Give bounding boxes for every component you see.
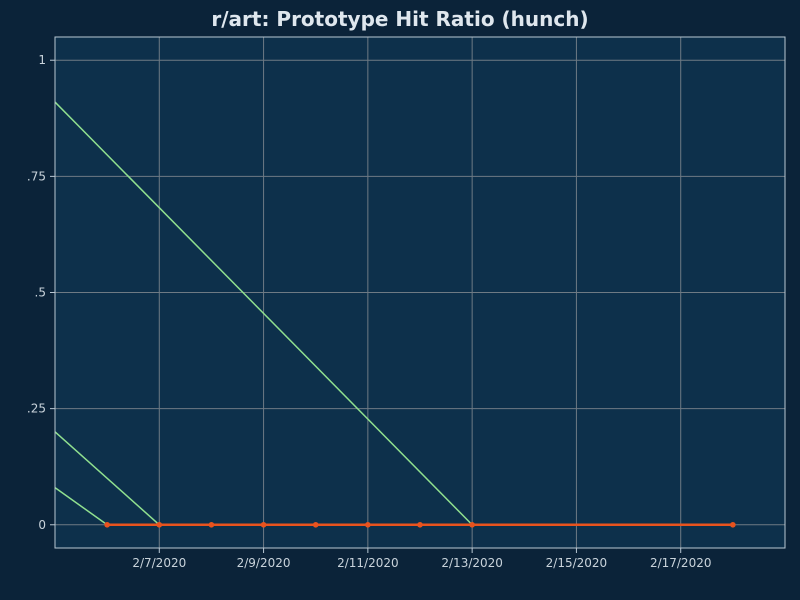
chart-title: r/art: Prototype Hit Ratio (hunch) — [211, 7, 588, 31]
trend-line — [54, 486, 108, 526]
x-tick-label: 2/9/2020 — [237, 556, 291, 570]
x-tick-label: 2/7/2020 — [132, 556, 186, 570]
data-point — [104, 521, 110, 528]
plot-frame — [54, 36, 786, 549]
data-point — [730, 521, 736, 528]
y-tick-label: .75 — [27, 169, 46, 183]
x-tick-label: 2/11/2020 — [337, 556, 399, 570]
data-point — [156, 521, 163, 528]
y-tick-label: .25 — [27, 402, 46, 416]
trend-lines — [54, 101, 473, 526]
y-tick-label: .5 — [35, 286, 46, 300]
trend-line — [54, 101, 473, 526]
trend-line — [54, 431, 160, 526]
data-point — [365, 521, 371, 528]
data-point — [312, 521, 319, 528]
axes: 0 .25 .5 .75 1 2/7/2020 2/9/2020 2/11/2020 2/13/… — [27, 53, 712, 570]
x-tick-label: 2/13/2020 — [441, 556, 503, 570]
y-tick-label: 0 — [38, 518, 46, 532]
data-point — [208, 521, 215, 528]
data-point — [260, 521, 267, 528]
x-tick-label: 2/17/2020 — [650, 556, 712, 570]
y-tick-label: 1 — [38, 53, 46, 67]
data-point — [417, 521, 423, 528]
data-point — [469, 521, 475, 528]
series-group — [104, 521, 736, 528]
x-tick-label: 2/15/2020 — [546, 556, 608, 570]
grid-lines — [55, 37, 785, 548]
